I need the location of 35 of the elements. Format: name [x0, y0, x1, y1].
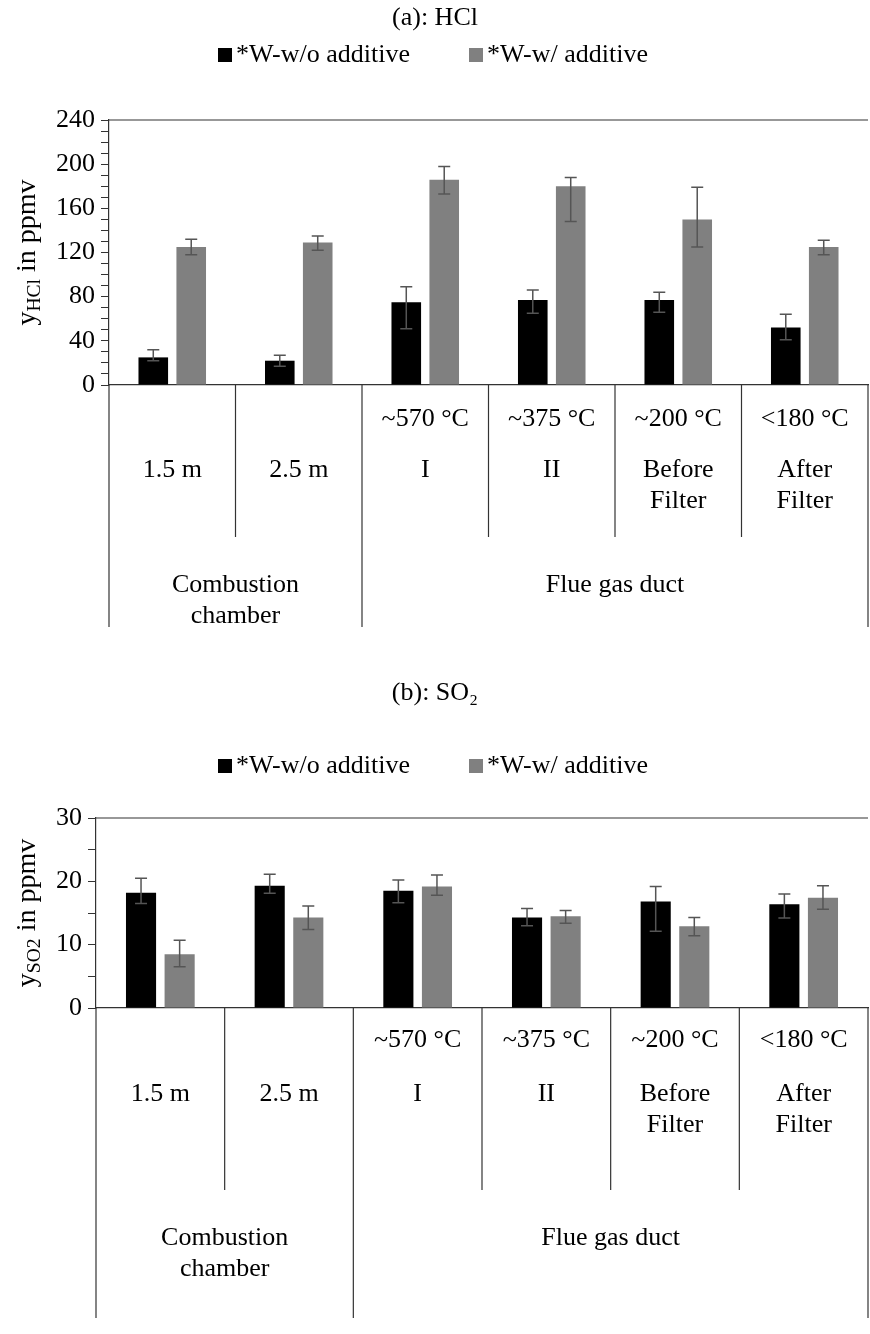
- text: Flue gas duct: [545, 568, 686, 598]
- legend-label: *W-w/o additive: [235, 749, 410, 779]
- x-tick-label: ~375 °C II: [508, 402, 596, 483]
- y-tick-label: 30: [56, 801, 82, 831]
- y-axis-title: yHCl in ppmv: [10, 179, 45, 326]
- chart-title: (b): SO₂: [391, 676, 479, 706]
- x-tick-label: 1.5 m: [142, 453, 202, 483]
- y-axis-title: ySO2 in ppmv: [10, 838, 45, 988]
- legend-label: *W-w/ additive: [487, 749, 649, 779]
- legend-label: *W-w/o additive: [235, 38, 410, 68]
- x-tick-label: ~375 °C II: [502, 1023, 590, 1107]
- text: Combustion chamber: [171, 568, 300, 629]
- y-tick-label: 200: [56, 147, 95, 177]
- x-tick-label: ~570 °C I: [381, 402, 469, 483]
- y-tick-label: 10: [56, 928, 82, 958]
- y-tick-label: 0: [82, 368, 95, 398]
- x-tick-label: <180 °C After Filter: [760, 402, 849, 514]
- x-tick-label: ~200 °C Before Filter: [631, 1023, 719, 1138]
- y-tick-label: 160: [56, 192, 95, 222]
- text: Flue gas duct: [541, 1221, 681, 1251]
- chart-title: (a): HCl: [392, 1, 478, 31]
- x-tick-label: ~570 °C I: [374, 1023, 462, 1107]
- y-tick-label: 20: [56, 865, 82, 895]
- y-tick-label: 120: [56, 236, 95, 266]
- legend-label: *W-w/ additive: [487, 38, 649, 68]
- x-tick-label: 2.5 m: [269, 453, 329, 483]
- y-tick-label: 80: [69, 280, 95, 310]
- x-tick-label: <180 °C After Filter: [759, 1023, 848, 1138]
- text: Combustion chamber: [161, 1221, 289, 1282]
- x-tick-label: ~200 °C Before Filter: [634, 402, 722, 514]
- x-tick-label: 1.5 m: [130, 1077, 190, 1107]
- y-tick-label: 0: [69, 991, 82, 1021]
- y-tick-label: 40: [69, 324, 95, 354]
- x-tick-label: 2.5 m: [259, 1077, 319, 1107]
- y-tick-label: 240: [56, 103, 95, 133]
